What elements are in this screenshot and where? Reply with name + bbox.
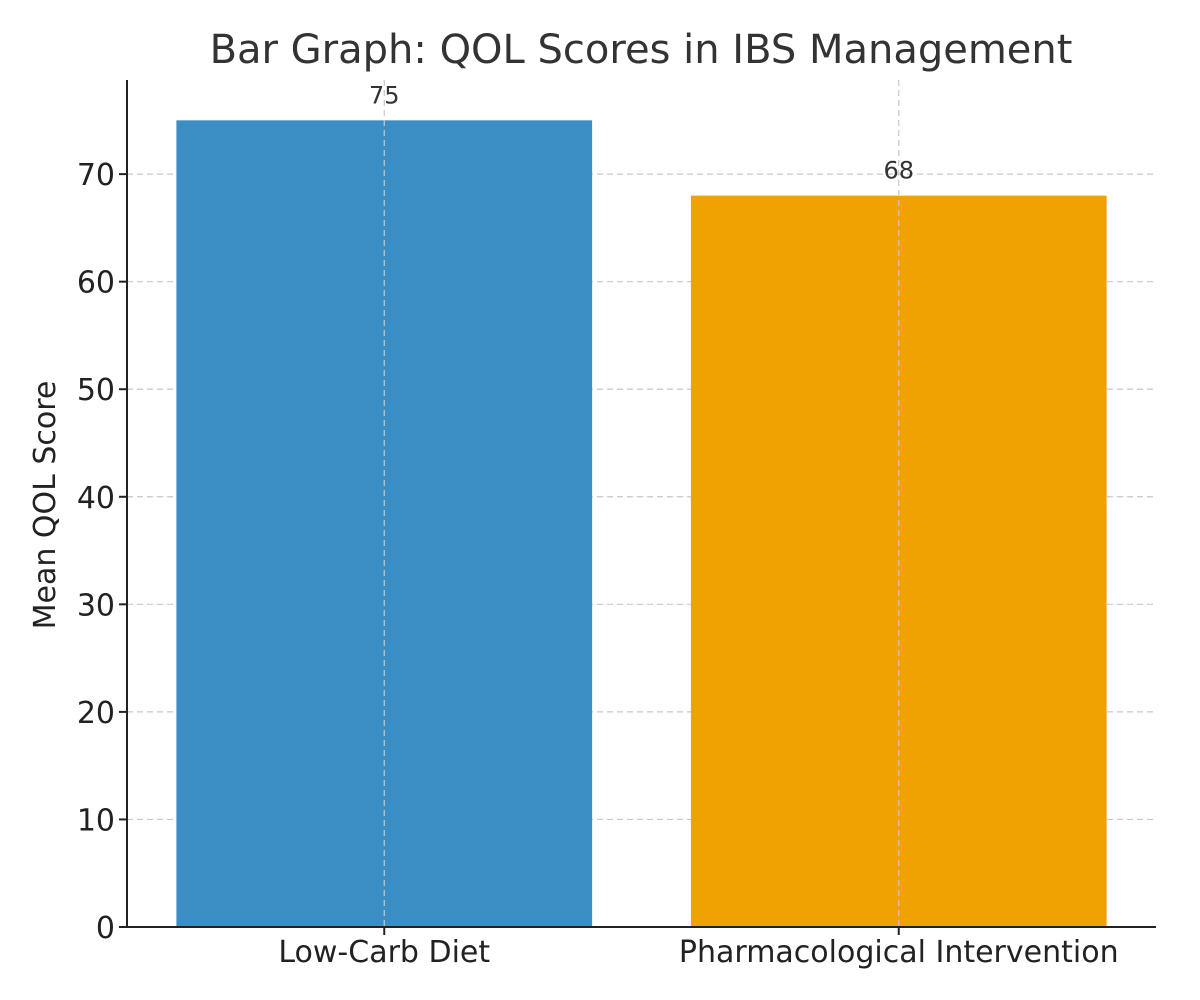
bars (176, 120, 1107, 928)
y-tick-label: 0 (96, 911, 115, 946)
y-tick-label: 50 (77, 373, 115, 408)
x-tick-label: Low-Carb Diet (278, 935, 490, 970)
y-tick-label: 30 (77, 588, 115, 623)
bar-value-label: 68 (883, 157, 914, 185)
labels: 0 10 20 30 40 50 60 70 Low-Carb Diet 75 Pharmacolo… (77, 81, 1119, 970)
vertical-grid-lines (383, 80, 900, 927)
x-tick-label: Pharmacological Intervention (679, 935, 1119, 970)
bar-value-label: 75 (369, 81, 400, 109)
axes (119, 80, 1156, 935)
y-tick-label: 40 (77, 481, 115, 516)
chart-title: Bar Graph: QOL Scores in IBS Management (210, 27, 1073, 73)
y-axis-label: Mean QOL Score (28, 381, 63, 630)
y-tick-label: 20 (77, 696, 115, 731)
y-tick-label: 10 (77, 803, 115, 838)
y-tick-label: 70 (77, 158, 115, 193)
y-tick-label: 60 (77, 266, 115, 301)
